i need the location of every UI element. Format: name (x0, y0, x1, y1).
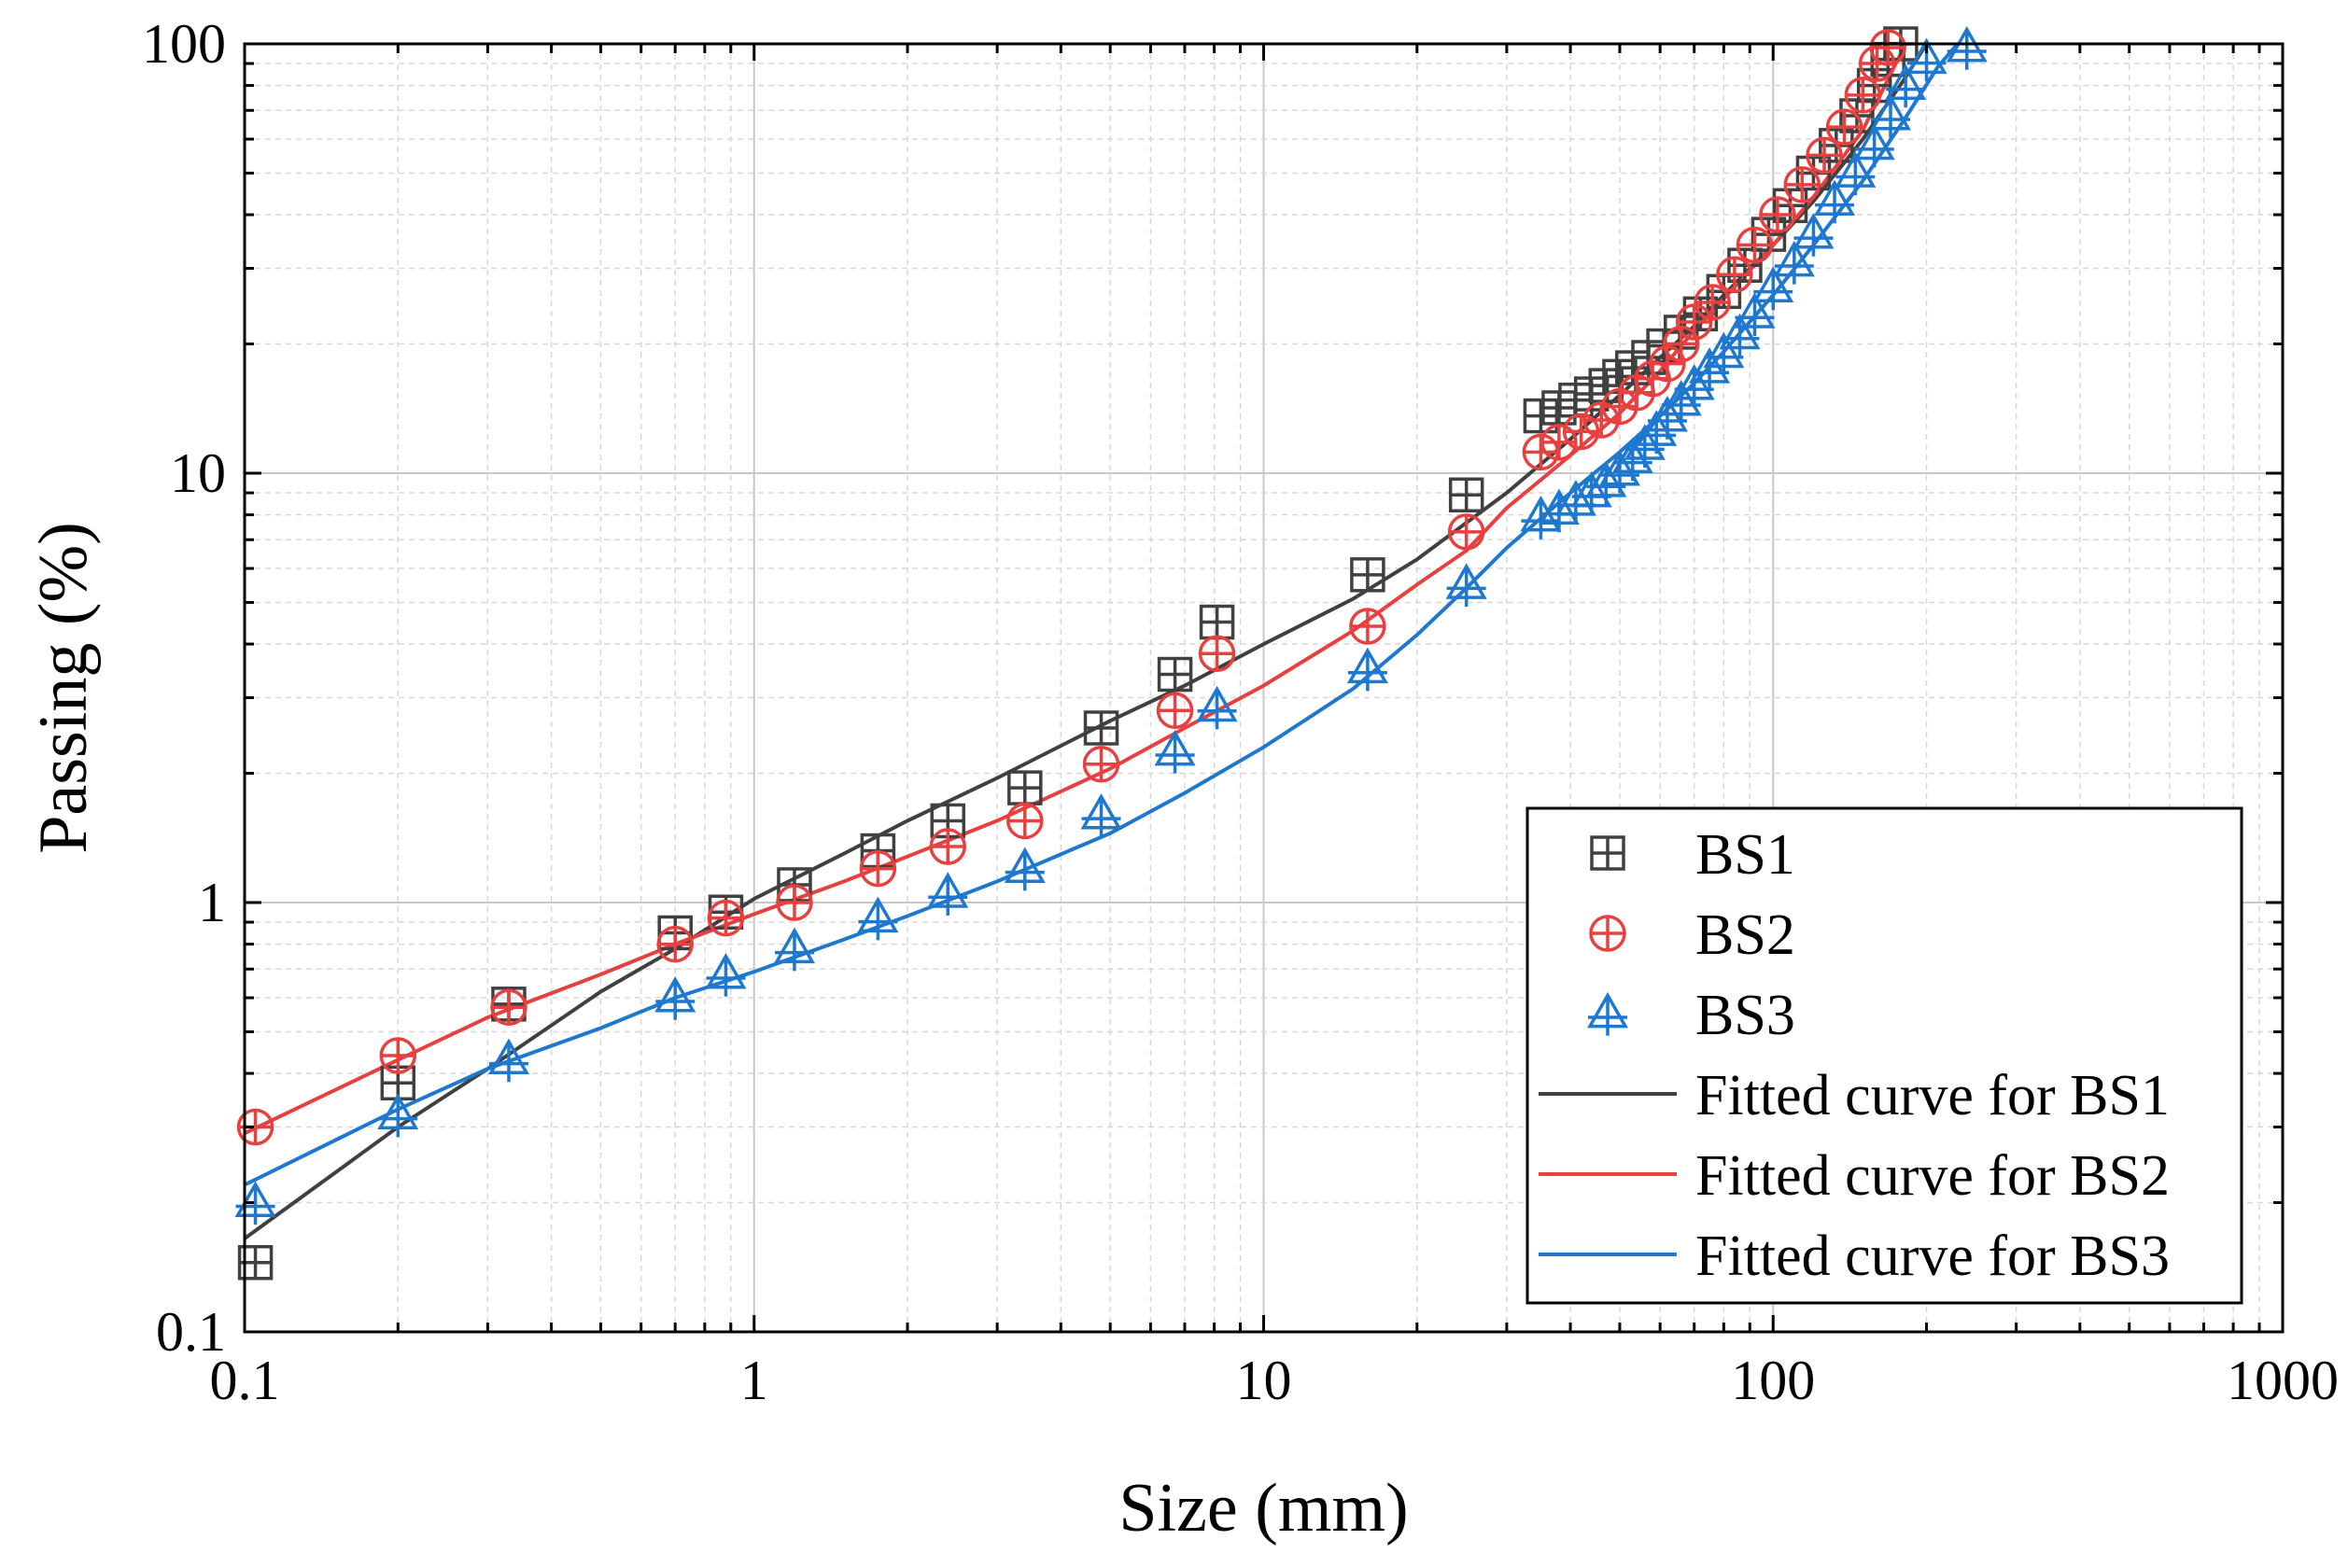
data-point-bs2 (1869, 29, 1906, 66)
data-point-bs2 (1806, 136, 1843, 175)
legend-marker-bs2 (1589, 915, 1626, 952)
data-point-bs1 (1083, 710, 1119, 746)
legend-marker-bs3 (1586, 991, 1629, 1036)
fitted-curve-bs2 (244, 43, 1907, 1136)
x-axis-label: Size (mm) (1118, 1470, 1408, 1547)
data-point-bs2 (490, 988, 527, 1027)
data-point-bs3 (927, 872, 969, 916)
data-point-bs3 (1752, 266, 1794, 311)
data-point-bs3 (1814, 179, 1856, 224)
data-point-bs3 (1793, 213, 1835, 257)
legend-box (1525, 806, 2243, 1305)
series-bs3 (234, 25, 1988, 1225)
data-point-bs3 (705, 952, 747, 997)
data-point-bs2 (1156, 692, 1194, 730)
data-point-bs2 (379, 1037, 417, 1074)
data-point-bs2 (1562, 413, 1600, 451)
data-point-bs3 (1004, 847, 1046, 891)
x-tick-label: 10 (1236, 1350, 1292, 1411)
y-axis-label: Passing (%) (25, 522, 102, 854)
data-point-bs3 (1346, 647, 1388, 692)
data-point-bs2 (1716, 256, 1753, 294)
data-point-bs3 (1773, 240, 1815, 285)
legend: BS1 BS2 BS3 Fitted curve for BS1 Fitted curv… (1525, 806, 2243, 1305)
data-point-bs2 (1198, 635, 1236, 673)
data-point-bs3 (857, 896, 899, 941)
x-tick-label: 100 (1731, 1350, 1815, 1411)
data-point-bs2 (859, 849, 897, 888)
data-point-bs1 (1199, 604, 1235, 640)
legend-label-fitted-bs1: Fitted curve for BS1 (1695, 1064, 2170, 1127)
data-point-bs1 (1007, 770, 1043, 805)
data-point-bs3 (773, 927, 815, 972)
data-point-bs2 (656, 925, 694, 963)
data-point-bs3 (487, 1038, 529, 1083)
data-point-bs2 (1006, 802, 1044, 840)
data-point-bs1 (237, 1245, 274, 1281)
x-tick-label: 0.1 (210, 1350, 280, 1411)
y-tick-label: 0.1 (156, 1301, 226, 1363)
data-point-bs2 (1736, 226, 1774, 264)
data-point-bs2 (1759, 196, 1796, 233)
data-point-bs2 (1825, 108, 1863, 146)
data-point-bs2 (1082, 746, 1120, 783)
data-point-bs2 (1349, 608, 1386, 645)
data-point-bs1 (1350, 557, 1385, 593)
data-point-bs3 (1080, 793, 1122, 837)
data-point-bs2 (1675, 303, 1713, 341)
fitted-curve-bs3 (244, 42, 1960, 1187)
data-point-bs2 (1844, 77, 1882, 114)
data-point-bs3 (1154, 729, 1196, 774)
x-tick-label: 1000 (2227, 1350, 2339, 1411)
legend-label-fitted-bs2: Fitted curve for BS2 (1695, 1144, 2170, 1208)
legend-marker-bs1 (1590, 835, 1625, 871)
data-point-bs3 (1870, 93, 1912, 138)
data-point-bs2 (707, 899, 745, 937)
legend-label-bs1: BS1 (1695, 823, 1795, 887)
data-point-bs3 (1853, 123, 1895, 168)
data-point-bs2 (776, 884, 813, 921)
y-tick-label: 10 (170, 442, 226, 504)
data-point-bs3 (234, 1181, 276, 1225)
data-point-bs2 (1694, 284, 1731, 321)
axes: 0.1 1 10 100 1000 0.1 1 10 100 (142, 13, 2339, 1411)
data-point-bs3 (654, 975, 696, 1020)
data-point-bs3 (1196, 685, 1238, 730)
data-point-bs3 (377, 1093, 419, 1138)
y-tick-label: 1 (198, 872, 226, 933)
legend-label-bs2: BS2 (1695, 903, 1795, 967)
data-point-bs1 (1157, 656, 1193, 693)
series-bs2 (236, 29, 1906, 1146)
data-point-bs1 (1523, 398, 1559, 434)
legend-label-fitted-bs3: Fitted curve for BS3 (1695, 1225, 2170, 1288)
legend-label-bs3: BS3 (1695, 984, 1795, 1047)
data-point-bs2 (1447, 513, 1485, 551)
y-tick-label: 100 (142, 13, 226, 75)
data-point-bs2 (929, 828, 967, 865)
data-point-bs2 (1783, 166, 1821, 203)
data-point-bs1 (1448, 477, 1484, 513)
x-tick-label: 1 (740, 1350, 768, 1411)
data-markers (234, 25, 1988, 1281)
data-point-bs2 (1582, 401, 1620, 439)
data-point-bs3 (1885, 63, 1927, 108)
data-point-bs3 (1445, 563, 1487, 608)
data-point-bs3 (1835, 151, 1877, 196)
